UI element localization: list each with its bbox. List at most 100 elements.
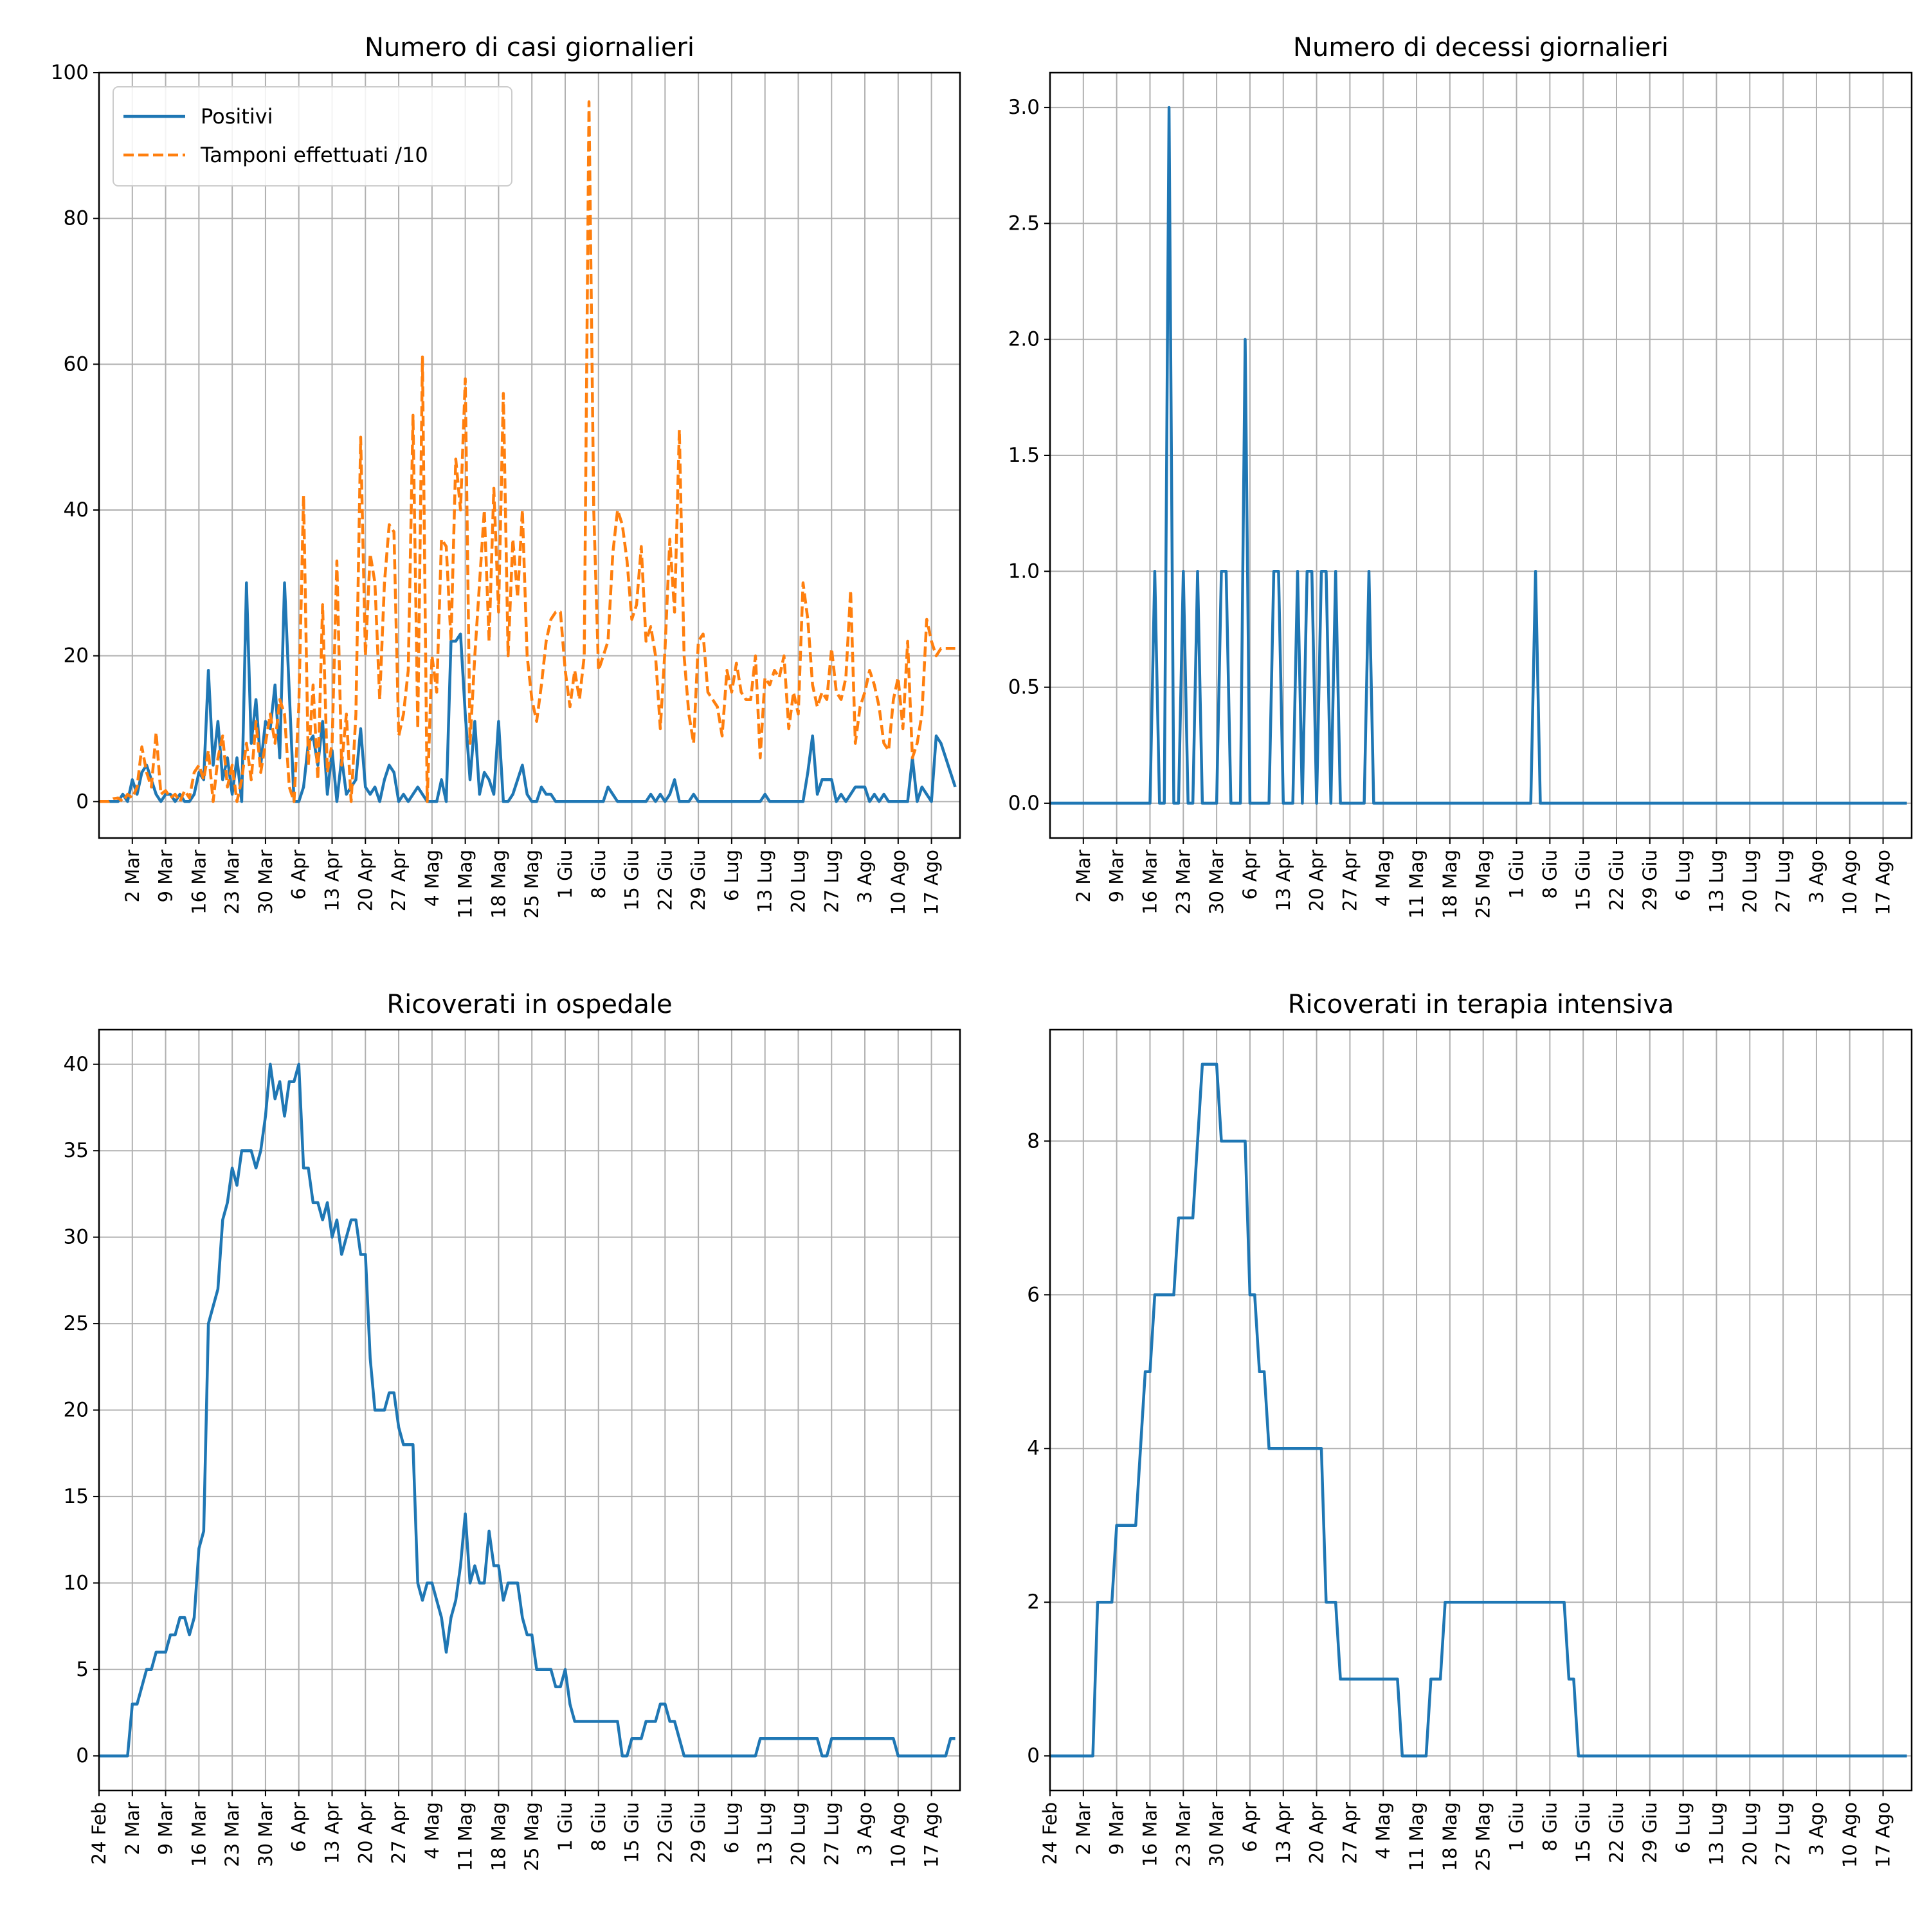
x-tick-label: 6 Lug	[721, 1802, 743, 1854]
series-line-2	[99, 100, 955, 803]
x-tick-label: 13 Lug	[754, 1802, 776, 1866]
x-tick-label: 15 Giu	[621, 1802, 643, 1863]
y-tick-label: 0	[1027, 1744, 1040, 1767]
x-tick-label: 6 Apr	[1239, 1802, 1261, 1852]
x-tick-label: 29 Giu	[1639, 850, 1661, 911]
chart-panel-3: 24 Feb 2 Mar 9 Mar 16 Mar 23 Mar 30 Mar 6 Apr 1…	[64, 990, 961, 1871]
x-tick-label: 16 Mar	[188, 1802, 210, 1867]
y-tick-label: 80	[64, 207, 89, 230]
x-tick-label: 25 Mag	[1472, 850, 1494, 918]
y-tick-label: 25	[64, 1312, 89, 1335]
x-tick-label: 8 Giu	[1539, 850, 1561, 899]
legend: Positivi Tamponi effettuati /10	[113, 86, 512, 187]
series-line-1	[99, 1062, 955, 1758]
x-tick-label: 20 Lug	[787, 850, 809, 913]
x-tick-label: 1 Giu	[554, 1802, 576, 1852]
x-tick-label: 17 Ago	[921, 850, 943, 915]
x-tick-label: 15 Giu	[621, 850, 643, 911]
x-tick-label: 1 Giu	[554, 850, 576, 899]
x-tick-label: 27 Apr	[388, 850, 410, 911]
x-tick-label: 17 Ago	[1872, 850, 1894, 915]
y-tick-label: 5	[76, 1658, 89, 1681]
x-tick-label: 20 Apr	[1306, 1802, 1328, 1864]
x-tick-label: 22 Giu	[654, 1802, 676, 1863]
chart-title: Ricoverati in terapia intensiva	[1288, 990, 1674, 1019]
y-tick-label: 2.0	[1008, 328, 1040, 351]
y-tick-label: 30	[64, 1226, 89, 1249]
x-tick-label: 25 Mag	[1472, 1802, 1494, 1871]
x-tick-label: 11 Mag	[1406, 850, 1427, 918]
x-tick-label: 22 Giu	[654, 850, 676, 911]
plot-frame	[1049, 71, 1913, 839]
x-tick-label: 11 Mag	[455, 1802, 476, 1871]
x-tick-label: 29 Giu	[687, 1802, 709, 1863]
x-tick-label: 18 Mag	[487, 1802, 509, 1871]
y-tick-label: 8	[1027, 1129, 1040, 1153]
y-tick-label: 2	[1027, 1590, 1040, 1614]
x-tick-label: 29 Giu	[1639, 1802, 1661, 1863]
chart-title: Numero di casi giornalieri	[365, 33, 694, 62]
x-tick-label: 27 Apr	[1339, 1802, 1361, 1864]
x-tick-label: 18 Mag	[487, 850, 509, 918]
x-tick-label: 23 Mar	[221, 1802, 243, 1867]
x-tick-label: 25 Mag	[521, 850, 543, 918]
x-tick-label: 30 Mar	[255, 1802, 276, 1867]
x-tick-label: 3 Ago	[1806, 850, 1827, 904]
y-tick-label: 1.5	[1008, 444, 1040, 467]
x-tick-label: 4 Mag	[1372, 850, 1394, 907]
x-tick-label: 22 Giu	[1606, 1802, 1627, 1863]
series-line-1	[99, 581, 957, 803]
plot-frame	[98, 1028, 961, 1792]
x-tick-label: 9 Mar	[155, 850, 177, 902]
y-tick-label: 3.0	[1008, 96, 1040, 119]
x-tick-label: 6 Lug	[721, 850, 743, 901]
x-tick-label: 16 Mar	[1139, 1802, 1161, 1867]
x-tick-label: 9 Mar	[1106, 1802, 1128, 1855]
x-tick-label: 27 Lug	[1772, 850, 1794, 913]
x-tick-label: 27 Lug	[820, 1802, 842, 1866]
x-tick-label: 10 Ago	[887, 850, 909, 915]
x-tick-label: 30 Mar	[1206, 850, 1227, 915]
x-tick-label: 6 Lug	[1672, 850, 1694, 901]
x-tick-label: 8 Giu	[1539, 1802, 1561, 1852]
x-tick-label: 27 Lug	[820, 850, 842, 913]
x-tick-label: 27 Apr	[388, 1802, 410, 1864]
series-line-1	[1050, 105, 1907, 805]
x-tick-label: 24 Feb	[1039, 1802, 1061, 1864]
x-tick-label: 27 Apr	[1339, 850, 1361, 911]
series-line-1	[1050, 1062, 1907, 1758]
x-tick-label: 13 Lug	[1705, 1802, 1727, 1866]
x-tick-label: 3 Ago	[1806, 1802, 1827, 1856]
y-tick-label: 4	[1027, 1437, 1040, 1460]
x-tick-label: 10 Ago	[1839, 850, 1861, 915]
x-tick-label: 30 Mar	[1206, 1802, 1227, 1867]
y-tick-label: 40	[64, 498, 89, 522]
x-tick-label: 29 Giu	[687, 850, 709, 911]
y-tick-label: 15	[64, 1485, 89, 1508]
y-tick-label: 40	[64, 1053, 89, 1076]
x-tick-label: 18 Mag	[1439, 850, 1461, 918]
x-tick-label: 4 Mag	[421, 1802, 443, 1859]
y-tick-label: 20	[64, 1399, 89, 1422]
plot-frame	[98, 71, 961, 839]
x-tick-label: 27 Lug	[1772, 1802, 1794, 1866]
y-tick-label: 100	[51, 61, 89, 84]
x-tick-label: 17 Ago	[921, 1802, 943, 1868]
y-tick-label: 35	[64, 1139, 89, 1162]
x-tick-label: 23 Mar	[1172, 850, 1194, 915]
y-tick-label: 6	[1027, 1283, 1040, 1306]
x-tick-label: 23 Mar	[221, 850, 243, 915]
x-tick-label: 2 Mar	[122, 850, 143, 902]
x-tick-label: 2 Mar	[122, 1802, 143, 1855]
x-tick-label: 13 Apr	[1272, 1802, 1294, 1864]
x-tick-label: 22 Giu	[1606, 850, 1627, 911]
chart-panels: 2 Mar 9 Mar 16 Mar 23 Mar 30 Mar 6 Apr 13 Apr 2…	[51, 33, 1913, 1871]
x-tick-label: 8 Giu	[588, 1802, 610, 1852]
x-tick-label: 2 Mar	[1073, 850, 1094, 902]
x-tick-label: 10 Ago	[1839, 1802, 1861, 1868]
x-tick-label: 9 Mar	[155, 1802, 177, 1855]
plot-area	[99, 73, 960, 838]
x-tick-label: 20 Lug	[1739, 850, 1761, 913]
